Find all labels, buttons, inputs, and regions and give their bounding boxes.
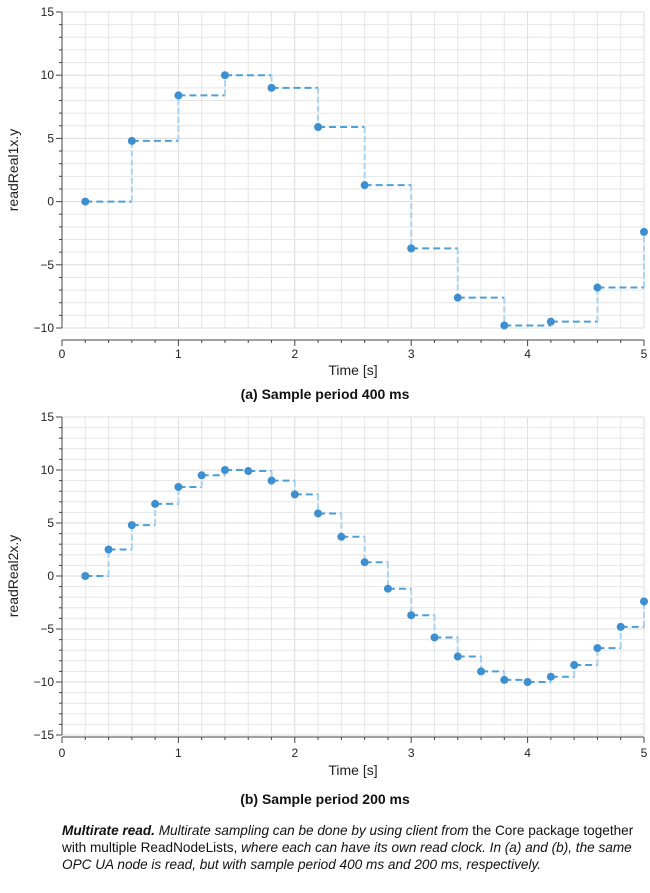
data-point	[81, 197, 90, 206]
x-axis: 0 1 2 3 4 5	[59, 339, 648, 361]
y-tick-label: 10	[41, 68, 55, 82]
data-point	[267, 83, 276, 92]
y-tick-label: 5	[47, 516, 54, 530]
data-point	[220, 466, 229, 474]
chart-b: −15 −10 −5 0 5 10 15 readReal2x.y 0 1 2 3 4 5 Time [s]	[5, 410, 648, 778]
series-steps	[81, 466, 648, 686]
x-tick-label: 4	[524, 347, 531, 361]
data-point	[151, 499, 160, 508]
chart-a: −10 −5 0 5 10 15 readReal1x.y 0 1 2 3 4 5 Time [s]	[5, 5, 648, 378]
y-tick-label: 10	[41, 463, 55, 477]
x-tick-label: 2	[291, 746, 298, 760]
data-point	[127, 136, 136, 145]
data-point	[500, 675, 509, 684]
x-tick-label: 0	[59, 746, 66, 760]
data-point	[244, 467, 253, 476]
x-tick-label: 5	[641, 746, 648, 760]
data-point	[640, 227, 648, 236]
data-point	[174, 91, 183, 100]
data-point	[453, 293, 462, 302]
y-tick-label: −5	[40, 258, 54, 272]
caption-text-3: where each can have its own read clock. …	[62, 840, 632, 872]
caption-bold: Multirate read.	[62, 823, 155, 838]
y-axis-title: readReal1x.y	[5, 129, 21, 212]
data-point	[360, 558, 369, 567]
data-point	[267, 476, 276, 485]
data-point	[290, 490, 299, 499]
x-axis-title: Time [s]	[328, 762, 377, 778]
x-tick-label: 5	[641, 347, 648, 361]
data-point	[383, 584, 392, 593]
x-tick-label: 3	[408, 746, 415, 760]
data-point	[407, 244, 416, 253]
data-point	[640, 597, 648, 606]
data-point	[81, 572, 90, 580]
y-axis: −10 −5 0 5 10 15	[34, 5, 63, 335]
x-axis: 0 1 2 3 4 5	[59, 736, 648, 760]
y-tick-label: −5	[40, 622, 54, 636]
grid	[61, 416, 645, 736]
x-tick-label: 4	[524, 746, 531, 760]
x-axis-title: Time [s]	[328, 362, 377, 378]
data-point	[314, 509, 323, 518]
y-tick-label: 0	[47, 569, 54, 583]
data-point	[593, 644, 602, 653]
y-tick-label: 5	[47, 131, 54, 145]
y-tick-label: 15	[41, 5, 55, 19]
x-tick-label: 3	[408, 347, 415, 361]
data-point	[477, 667, 486, 676]
y-tick-label: 0	[47, 195, 54, 209]
y-axis-title: readReal2x.y	[5, 535, 21, 618]
data-point	[453, 652, 462, 661]
x-tick-label: 2	[291, 347, 298, 361]
data-point	[500, 321, 509, 330]
data-point	[523, 678, 532, 686]
data-point	[570, 661, 579, 670]
x-tick-label: 1	[175, 746, 182, 760]
data-point	[337, 532, 346, 541]
data-point	[314, 123, 323, 132]
y-tick-label: 15	[41, 410, 55, 424]
data-point	[360, 181, 369, 190]
chart-b-subcaption: (b) Sample period 200 ms	[240, 791, 410, 807]
data-point	[197, 471, 206, 480]
data-point	[104, 545, 113, 554]
data-point	[127, 521, 136, 530]
y-tick-label: −10	[34, 321, 55, 335]
data-point	[593, 283, 602, 292]
series-steps	[81, 71, 648, 330]
x-tick-label: 1	[175, 347, 182, 361]
data-point	[430, 633, 439, 642]
grid	[61, 11, 645, 329]
data-point	[220, 71, 229, 80]
y-axis: −15 −10 −5 0 5 10 15	[34, 410, 63, 742]
caption-text-2: the Core package together with multiple …	[62, 823, 634, 855]
chart-a-subcaption: (a) Sample period 400 ms	[240, 386, 410, 402]
y-tick-label: −10	[34, 675, 55, 689]
x-tick-label: 0	[59, 347, 66, 361]
data-point	[616, 622, 625, 631]
data-point	[546, 317, 555, 326]
data-point	[407, 611, 416, 620]
y-tick-label: −15	[34, 728, 55, 742]
caption-text-1: Multirate sampling can be done by using …	[154, 823, 473, 838]
data-point	[546, 672, 555, 681]
figure-caption: Multirate read. Multirate sampling can b…	[62, 822, 642, 873]
data-point	[174, 482, 183, 491]
